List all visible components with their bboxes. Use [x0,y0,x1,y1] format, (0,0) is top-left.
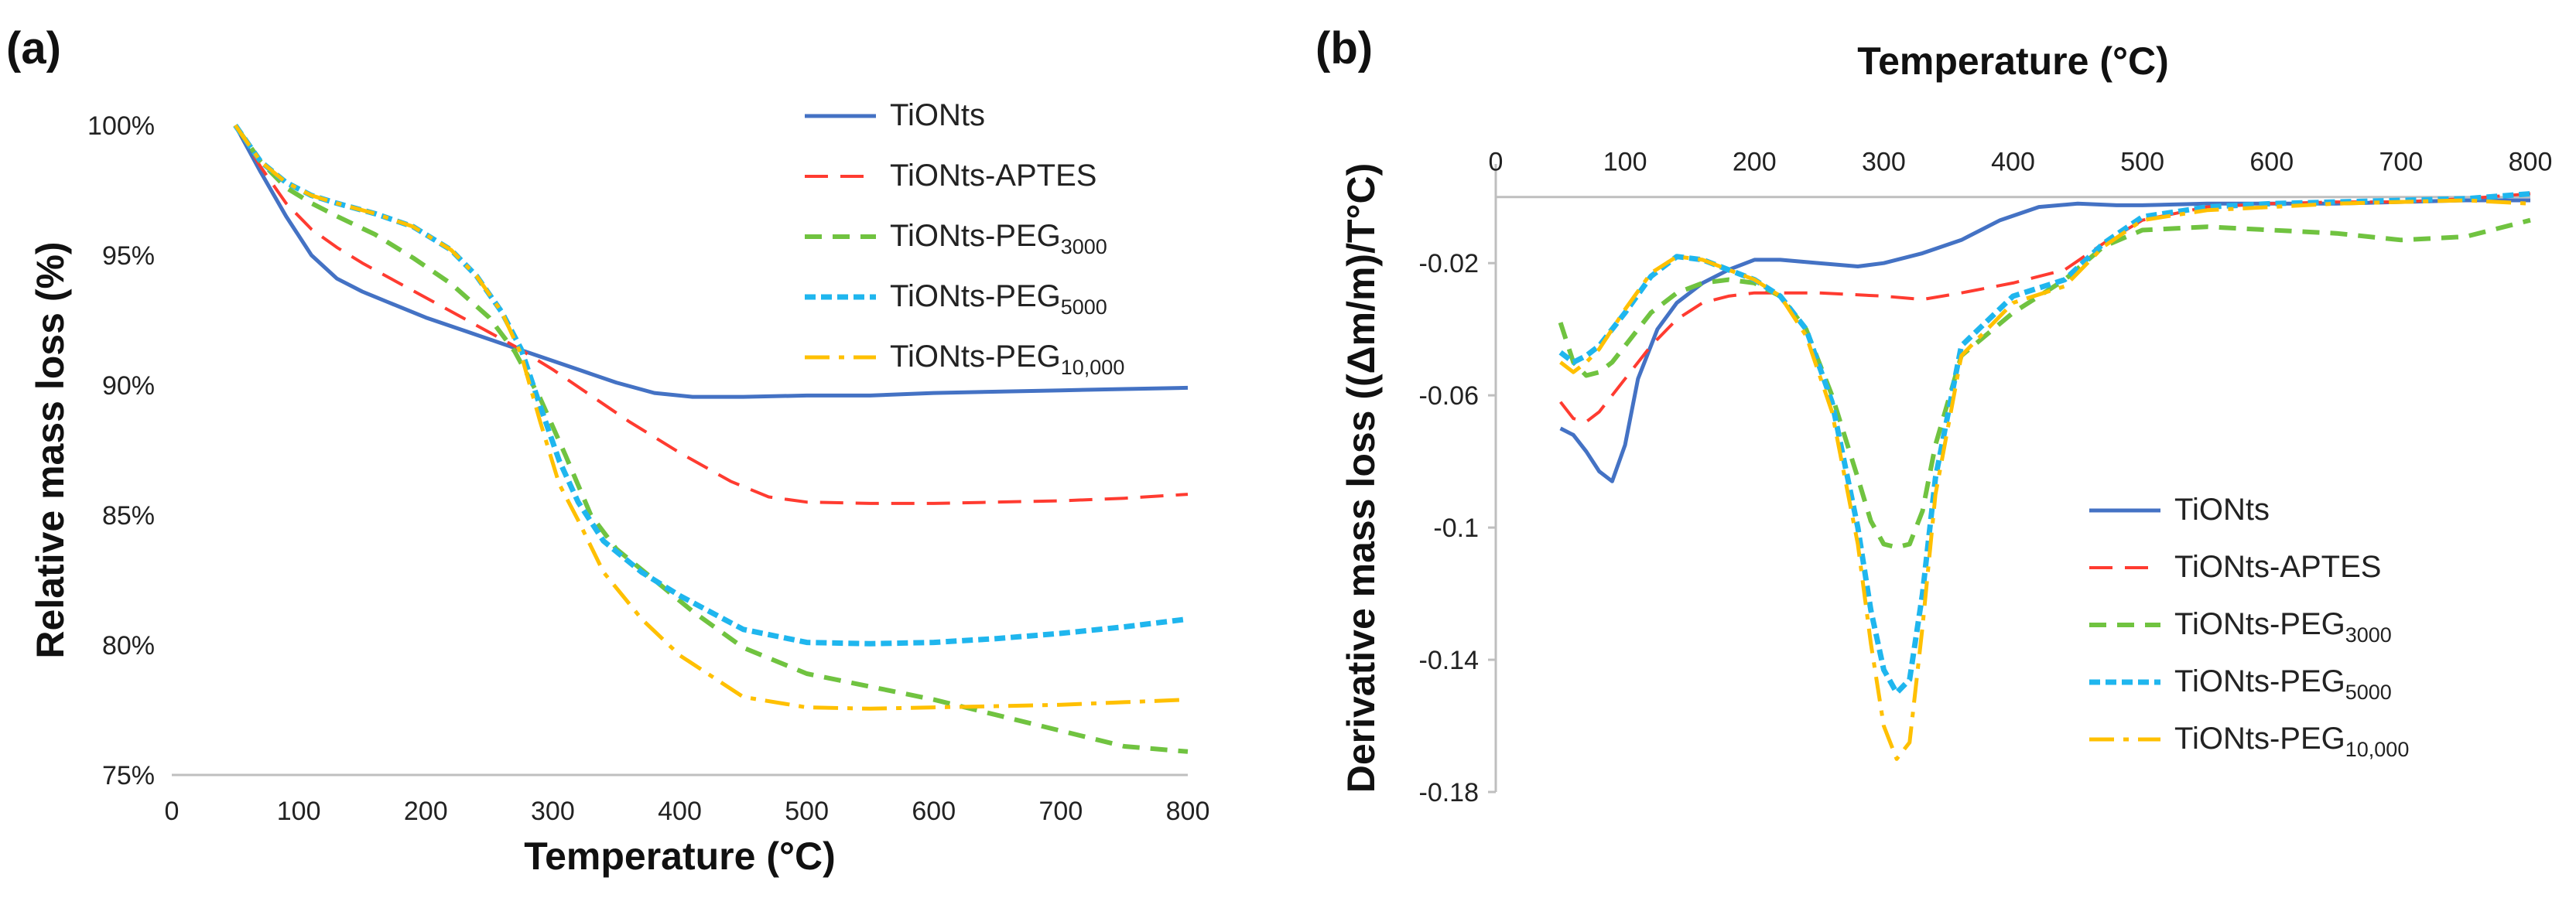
panel-a-y-tick-label: 85% [102,501,155,531]
panel-b-x-tick-label: 100 [1603,148,1647,177]
panel-a-x-tick-label: 700 [1039,797,1083,826]
panel-b-x-tick-label: 400 [1991,148,2035,177]
panel-a-y-ticks: 75% 80% 85% 90% 95% 100% [87,111,155,790]
legend-label-base: TiONts-PEG [890,340,1061,374]
panel-b-x-tick-label: 200 [1733,148,1777,177]
legend-label-subscript: 3000 [1061,235,1107,258]
panel-b-series-tionts-peg5000 [1558,191,2531,696]
panel-b-legend: TiONtsTiONts-APTESTiONts-PEG3000TiONts-P… [2089,493,2409,761]
legend-label-subscript: 5000 [2345,681,2392,704]
panel-a-x-tick-label: 800 [1166,797,1210,826]
panel-b-x-tick-label: 300 [1862,148,1906,177]
panel-b-series [1558,191,2531,761]
panel-b-y-tick-label: -0.02 [1419,249,1480,278]
legend-label-tionts: TiONts [890,98,985,132]
legend-label-tionts-peg3000: TiONts-PEG3000 [2174,607,2392,647]
panel-a-y-tick-label: 80% [102,631,155,661]
panel-a-x-tick-label: 400 [658,797,702,826]
panel-a-series-tionts-peg10-000 [234,124,1189,711]
panel-a-x-tick-label: 300 [531,797,575,826]
panel-a-y-tick-label: 90% [102,371,155,401]
panel-a-x-tick-label: 0 [165,797,180,826]
panel-b-series-tionts-peg10-000 [1559,198,2531,761]
panel-a-chart: 0 100 200 300 400 500 600 700 800 75% 80% 85% 90% 95… [29,98,1209,878]
legend-label-tionts-aptes: TiONts-APTES [890,159,1096,193]
legend-label-base: TiONts-PEG [890,219,1061,253]
panel-a-y-tick-label: 95% [102,241,155,271]
panel-a-series-tionts [233,124,1189,399]
legend-label-tionts: TiONts [2174,493,2270,527]
panel-b-series-tionts-aptes [1559,192,2531,424]
panel-b-series-tionts-peg3000 [1558,217,2531,550]
panel-b-y-tick-label: -0.14 [1419,646,1480,675]
panel-a-y-tick-label: 75% [102,761,155,790]
panel-a-x-tick-label: 600 [912,797,956,826]
panel-b-label: (b) [1315,23,1373,73]
legend-label-tionts-peg5000: TiONts-PEG5000 [2174,664,2392,704]
panel-a-x-tick-label: 200 [404,797,448,826]
panel-b-x-ticks: 0 100 200 300 400 500 600 700 800 [1489,148,2553,177]
panel-a-label: (a) [6,23,61,73]
panel-b-x-tick-label: 0 [1489,148,1504,177]
panel-a-y-axis-title: Relative mass loss (%) [29,241,72,658]
panel-b-series-tionts [1559,198,2530,483]
legend-label-base: TiONts-PEG [2174,722,2345,756]
panel-b-y-ticks: -0.02 -0.06 -0.1 -0.14 -0.18 [1419,249,1496,807]
legend-label-base: TiONts-PEG [890,279,1061,313]
legend-label-base: TiONts-APTES [890,159,1096,193]
panel-a-x-tick-label: 100 [277,797,321,826]
panel-b-x-axis-title: Temperature (°C) [1857,39,2168,83]
legend-label-subscript: 10,000 [2345,738,2410,761]
panel-a-series [233,123,1189,754]
legend-label-tionts-peg10-000: TiONts-PEG10,000 [2174,722,2409,761]
legend-label-base: TiONts-APTES [2174,550,2381,584]
legend-label-tionts-peg5000: TiONts-PEG5000 [890,279,1107,319]
panel-b-y-tick-label: -0.18 [1419,778,1480,807]
panel-a-x-tick-label: 500 [785,797,829,826]
panel-b-x-tick-label: 500 [2120,148,2164,177]
legend-label-base: TiONts [890,98,985,132]
legend-label-tionts-peg3000: TiONts-PEG3000 [890,219,1107,258]
panel-b-y-axis-title: Derivative mass loss ((Δm/m)/T°C) [1339,163,1383,794]
panel-a-series-tionts-peg5000 [233,123,1189,647]
panel-a-series-tionts-peg3000 [233,124,1189,754]
panel-a-legend: TiONtsTiONts-APTESTiONts-PEG3000TiONts-P… [805,98,1124,379]
legend-label-tionts-peg10-000: TiONts-PEG10,000 [890,340,1124,379]
legend-label-tionts-aptes: TiONts-APTES [2174,550,2381,584]
panel-b-x-tick-label: 800 [2509,148,2553,177]
panel-b-chart: 0 100 200 300 400 500 600 700 800 -0.02 -0.06 -0.1… [1339,39,2552,807]
panel-a-x-axis-title: Temperature (°C) [524,835,835,878]
panel-b-x-tick-label: 700 [2379,148,2424,177]
panel-b-x-tick-label: 600 [2249,148,2294,177]
panel-b-y-tick-label: -0.06 [1419,381,1480,411]
legend-label-subscript: 3000 [2345,623,2392,647]
panel-a-series-tionts-aptes [234,124,1189,505]
panel-a-y-tick-label: 100% [87,111,155,141]
panel-a-x-ticks: 0 100 200 300 400 500 600 700 800 [165,797,1210,826]
panel-b-y-tick-label: -0.1 [1433,514,1479,543]
legend-label-subscript: 10,000 [1061,356,1125,379]
legend-label-base: TiONts-PEG [2174,607,2345,641]
legend-label-base: TiONts [2174,493,2270,527]
legend-label-subscript: 5000 [1061,295,1107,319]
legend-label-base: TiONts-PEG [2174,664,2345,698]
